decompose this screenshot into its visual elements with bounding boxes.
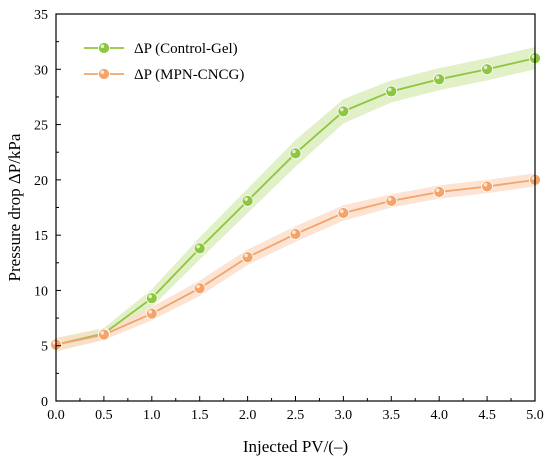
data-point-highlight xyxy=(148,310,152,314)
x-tick-label: 3.5 xyxy=(383,408,401,423)
x-tick-label: 4.0 xyxy=(430,408,448,423)
data-point-highlight xyxy=(483,65,488,70)
confidence-bands xyxy=(56,47,535,352)
data-point-highlight xyxy=(435,188,440,193)
y-tick-label: 5 xyxy=(41,340,48,355)
data-point xyxy=(193,242,206,255)
data-point-highlight xyxy=(52,341,57,345)
x-axis-title: Injected PV/(–) xyxy=(243,437,348,456)
data-point-highlight xyxy=(531,54,536,59)
y-tick-label: 35 xyxy=(34,8,48,23)
data-point xyxy=(145,307,158,320)
data-point xyxy=(433,73,446,86)
data-point xyxy=(481,63,494,76)
data-point-highlight xyxy=(387,87,392,92)
data-point xyxy=(241,251,254,264)
data-point xyxy=(289,228,302,240)
legend-label-1: ΔP (MPN-CNCG) xyxy=(134,67,244,83)
data-point xyxy=(193,282,206,295)
legend-marker-highlight xyxy=(100,70,105,74)
data-point xyxy=(289,147,302,160)
data-point xyxy=(337,105,350,118)
data-point xyxy=(337,207,350,219)
y-axis-ticks: 0 5 10 15 20 25 30 35 xyxy=(34,8,61,410)
data-point xyxy=(481,180,494,193)
data-point xyxy=(145,292,158,305)
y-tick-label: 0 xyxy=(41,395,48,410)
y-tick-label: 20 xyxy=(34,174,48,189)
x-tick-label: 0.0 xyxy=(47,408,65,423)
confidence-band-1 xyxy=(56,173,535,352)
y-tick-label: 25 xyxy=(34,119,48,134)
x-tick-label: 2.5 xyxy=(287,408,305,423)
x-tick-label: 3.0 xyxy=(335,408,353,423)
data-point xyxy=(241,194,254,207)
x-tick-label: 2.0 xyxy=(239,408,257,423)
data-point-highlight xyxy=(196,244,200,249)
data-point-highlight xyxy=(100,331,105,335)
legend-label-0: ΔP (Control-Gel) xyxy=(134,41,238,57)
data-point xyxy=(98,328,110,341)
data-point-highlight xyxy=(387,197,392,201)
y-tick-label: 30 xyxy=(34,63,48,78)
data-point-highlight xyxy=(292,230,296,235)
data-point xyxy=(385,85,398,98)
data-point-highlight xyxy=(244,197,248,201)
data-point-highlight xyxy=(148,294,152,299)
x-tick-label: 4.5 xyxy=(478,408,496,423)
y-tick-label: 15 xyxy=(34,229,48,244)
data-point-highlight xyxy=(196,284,200,289)
series-points xyxy=(50,52,541,351)
data-point-highlight xyxy=(531,176,536,180)
data-point-highlight xyxy=(340,107,344,112)
y-tick-label: 10 xyxy=(34,284,48,299)
data-point-highlight xyxy=(435,75,440,80)
series-lines xyxy=(55,57,536,346)
legend: ΔP (Control-Gel) ΔP (MPN-CNCG) xyxy=(84,41,244,83)
x-tick-label: 1.0 xyxy=(143,408,161,423)
legend-marker-highlight xyxy=(100,44,105,48)
data-point-highlight xyxy=(340,209,344,214)
data-point-highlight xyxy=(244,253,248,258)
data-point xyxy=(385,194,398,207)
y-axis-title: Pressure drop ΔP/kPa xyxy=(5,133,24,281)
x-tick-label: 0.5 xyxy=(95,408,113,423)
data-point-highlight xyxy=(292,149,296,154)
x-tick-label: 1.5 xyxy=(191,408,209,423)
series-line-0 xyxy=(55,57,536,346)
confidence-band-0 xyxy=(56,47,535,352)
x-tick-label: 5.0 xyxy=(526,408,544,423)
x-axis-ticks: 0.0 0.5 1.0 1.5 2.0 2.5 3.0 3.5 4.0 4.5 5.0 xyxy=(47,396,544,423)
legend-marker-1 xyxy=(98,68,110,80)
data-point xyxy=(433,186,446,198)
data-point-highlight xyxy=(483,182,488,187)
legend-marker-0 xyxy=(98,42,110,54)
